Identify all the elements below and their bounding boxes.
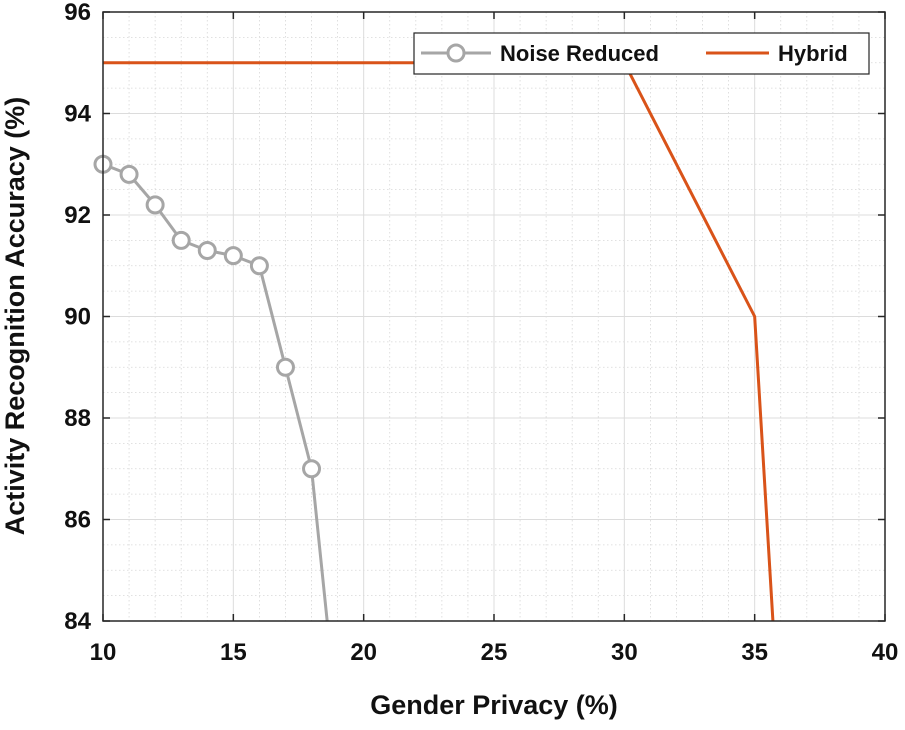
data-point-marker [145, 195, 165, 215]
series-line-1 [103, 61, 775, 622]
series-line-0 [102, 162, 329, 622]
y-tick-label: 90 [64, 304, 91, 331]
data-point-marker [275, 357, 295, 377]
y-tick-label: 86 [64, 507, 91, 534]
data-point-marker [223, 246, 243, 266]
y-tick-label: 96 [64, 0, 91, 26]
y-tick-label: 88 [64, 405, 91, 432]
x-tick-label: 25 [481, 639, 508, 666]
data-point-marker [119, 164, 139, 184]
y-tick-label: 92 [64, 202, 91, 229]
series-layer [93, 61, 775, 622]
data-point-marker [249, 256, 269, 276]
legend-marker-noise-reduced [446, 43, 466, 63]
x-tick-label: 35 [741, 639, 768, 666]
x-tick-label: 30 [611, 639, 638, 666]
x-tick-label: 10 [90, 639, 117, 666]
data-point-marker [171, 230, 191, 250]
data-point-marker [197, 241, 217, 261]
x-tick-label: 20 [350, 639, 377, 666]
legend-label-hybrid: Hybrid [778, 41, 848, 66]
y-axis-label: Activity Recognition Accuracy (%) [0, 97, 30, 536]
data-point-marker [302, 459, 322, 479]
y-tick-label: 94 [64, 101, 91, 128]
legend: Noise Reduced Hybrid [413, 32, 870, 75]
tick-marks [102, 11, 886, 622]
tick-labels: 10 15 20 25 30 35 40 84 86 88 90 92 94 96 [64, 0, 898, 666]
x-axis-label: Gender Privacy (%) [370, 690, 618, 720]
x-tick-label: 40 [872, 639, 899, 666]
x-tick-label: 15 [220, 639, 247, 666]
y-tick-label: 84 [64, 608, 91, 635]
legend-label-noise-reduced: Noise Reduced [500, 41, 659, 66]
